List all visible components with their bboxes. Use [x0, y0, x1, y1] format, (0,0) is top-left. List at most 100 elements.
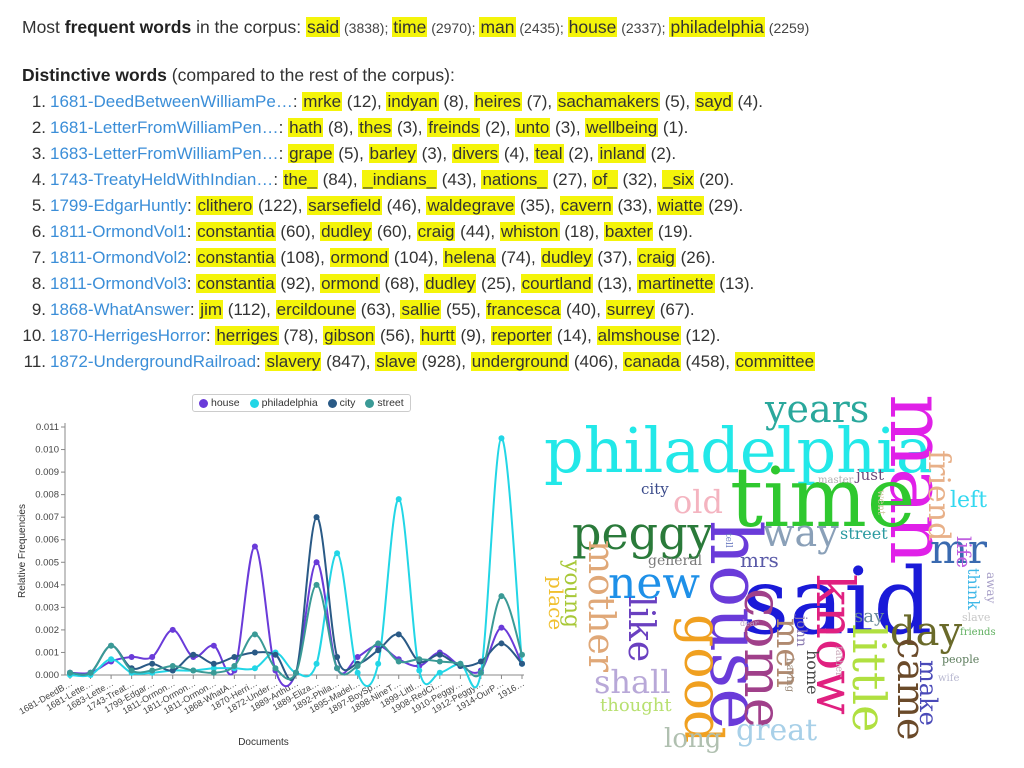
- point-city[interactable]: [477, 658, 484, 665]
- distinctive-word-link[interactable]: inland: [598, 144, 646, 163]
- point-house[interactable]: [210, 642, 217, 649]
- cloud-word-great[interactable]: great: [736, 713, 818, 748]
- cloud-word-peggy[interactable]: peggy: [572, 506, 714, 560]
- cloud-word-life[interactable]: life: [952, 536, 976, 569]
- point-philadelphia[interactable]: [313, 660, 320, 667]
- cloud-word-went[interactable]: went: [875, 490, 886, 515]
- cloud-word-city[interactable]: city: [641, 480, 669, 498]
- distinctive-word-link[interactable]: gibson: [323, 326, 376, 345]
- distinctive-word-link[interactable]: sarsefield: [307, 196, 382, 215]
- distinctive-word-link[interactable]: the_: [282, 170, 318, 189]
- distinctive-word-link[interactable]: sallie: [400, 300, 442, 319]
- point-philadelphia[interactable]: [251, 665, 258, 672]
- point-philadelphia[interactable]: [334, 550, 341, 557]
- distinctive-word-link[interactable]: craig: [637, 248, 676, 267]
- point-street[interactable]: [190, 667, 197, 674]
- point-house[interactable]: [498, 624, 505, 631]
- distinctive-word-link[interactable]: slave: [375, 352, 417, 371]
- frequent-word-link[interactable]: philadelphia: [669, 17, 765, 37]
- point-street[interactable]: [313, 581, 320, 588]
- distinctive-word-link[interactable]: martinette: [636, 274, 715, 293]
- cloud-word-make[interactable]: make: [914, 660, 942, 726]
- point-street[interactable]: [231, 662, 238, 669]
- distinctive-word-link[interactable]: courtland: [520, 274, 593, 293]
- point-street[interactable]: [251, 631, 258, 638]
- point-city[interactable]: [251, 649, 258, 656]
- distinctive-word-link[interactable]: cavern: [559, 196, 613, 215]
- point-city[interactable]: [375, 647, 382, 654]
- point-philadelphia[interactable]: [436, 669, 443, 676]
- point-city[interactable]: [334, 653, 341, 660]
- distinctive-word-link[interactable]: sayd: [694, 92, 733, 111]
- point-house[interactable]: [251, 543, 258, 550]
- point-city[interactable]: [149, 660, 156, 667]
- point-city[interactable]: [190, 651, 197, 658]
- distinctive-word-link[interactable]: constantia: [196, 222, 276, 241]
- cloud-word-just[interactable]: just: [856, 466, 885, 484]
- legend-item-street[interactable]: street: [365, 397, 404, 409]
- point-street[interactable]: [87, 669, 94, 676]
- cloud-word-general[interactable]: general: [648, 553, 703, 569]
- distinctive-word-link[interactable]: craig: [416, 222, 456, 241]
- cloud-word-years[interactable]: years: [765, 390, 870, 431]
- distinctive-word-link[interactable]: dudley: [320, 222, 373, 241]
- point-city[interactable]: [272, 651, 279, 658]
- distinctive-word-link[interactable]: underground: [470, 352, 570, 371]
- cloud-word-say[interactable]: say: [854, 606, 885, 627]
- cloud-word-friends[interactable]: friends: [960, 627, 996, 638]
- point-city[interactable]: [436, 651, 443, 658]
- point-philadelphia[interactable]: [108, 656, 115, 663]
- distinctive-word-link[interactable]: jim: [199, 300, 224, 319]
- cloud-word-master[interactable]: master: [818, 475, 854, 486]
- distinctive-word-link[interactable]: dudley: [424, 274, 477, 293]
- point-street[interactable]: [210, 669, 217, 676]
- doc-title-link[interactable]: 1872-UndergroundRailroad: [50, 352, 257, 371]
- cloud-word-place[interactable]: place: [544, 576, 568, 631]
- distinctive-word-link[interactable]: freinds: [427, 118, 481, 137]
- distinctive-word-link[interactable]: constantia: [196, 274, 276, 293]
- point-street[interactable]: [67, 669, 73, 676]
- point-philadelphia[interactable]: [210, 665, 217, 672]
- cloud-word-thought[interactable]: thought: [600, 695, 672, 716]
- cloud-word-like[interactable]: like: [620, 596, 661, 663]
- point-street[interactable]: [477, 669, 484, 676]
- distinctive-word-link[interactable]: whiston: [499, 222, 560, 241]
- point-house[interactable]: [128, 653, 135, 660]
- cloud-word-mr[interactable]: mr: [930, 527, 988, 573]
- cloud-word-having[interactable]: having: [784, 658, 795, 693]
- distinctive-word-link[interactable]: hurtt: [419, 326, 456, 345]
- cloud-word-wife[interactable]: wife: [938, 673, 960, 684]
- doc-title-link[interactable]: 1811-OrmondVol3: [50, 274, 187, 293]
- cloud-word-new[interactable]: new: [608, 558, 701, 609]
- cloud-word-long[interactable]: long: [664, 724, 722, 754]
- point-city[interactable]: [519, 660, 525, 667]
- distinctive-word-link[interactable]: hath: [288, 118, 324, 137]
- point-street[interactable]: [272, 665, 279, 672]
- point-city[interactable]: [313, 514, 320, 521]
- distinctive-word-link[interactable]: ormond: [329, 248, 390, 267]
- point-street[interactable]: [128, 667, 135, 674]
- distinctive-word-link[interactable]: indyan: [386, 92, 439, 111]
- distinctive-word-link[interactable]: of_: [592, 170, 618, 189]
- cloud-word-left[interactable]: left: [950, 488, 988, 513]
- point-philadelphia[interactable]: [498, 435, 505, 442]
- point-street[interactable]: [457, 660, 464, 667]
- cloud-word-said[interactable]: said: [742, 548, 933, 655]
- point-street[interactable]: [108, 642, 115, 649]
- distinctive-word-link[interactable]: helena: [443, 248, 497, 267]
- distinctive-word-link[interactable]: teal: [534, 144, 564, 163]
- distinctive-word-link[interactable]: clithero: [196, 196, 254, 215]
- point-street[interactable]: [498, 593, 505, 600]
- cloud-word-tell[interactable]: tell: [723, 533, 733, 548]
- frequent-word-link[interactable]: said: [306, 17, 341, 37]
- distinctive-word-link[interactable]: almshouse: [596, 326, 681, 345]
- distinctive-word-link[interactable]: herriges: [215, 326, 279, 345]
- doc-title-link[interactable]: 1811-OrmondVol2: [50, 248, 187, 267]
- point-philadelphia[interactable]: [416, 667, 423, 674]
- distinctive-word-link[interactable]: dudley: [540, 248, 593, 267]
- distinctive-word-link[interactable]: constantia: [196, 248, 276, 267]
- legend-item-philadelphia[interactable]: philadelphia: [249, 397, 318, 409]
- distinctive-word-link[interactable]: thes: [358, 118, 393, 137]
- point-city[interactable]: [498, 640, 505, 647]
- cloud-word-philadelphia[interactable]: philadelphia: [544, 414, 933, 487]
